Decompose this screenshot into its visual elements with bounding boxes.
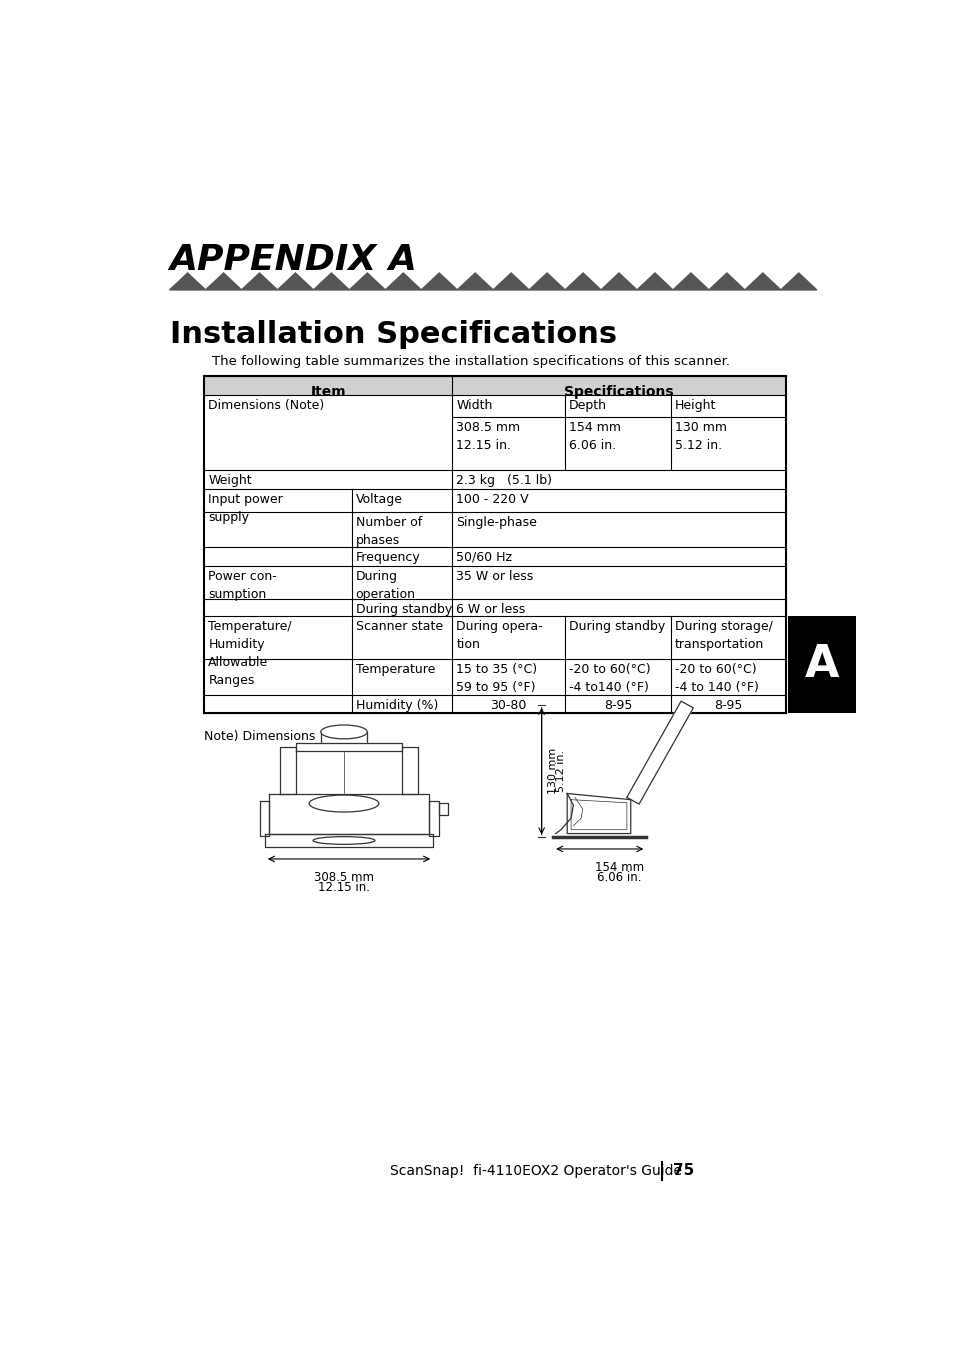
- Text: APPENDIX A: APPENDIX A: [170, 243, 417, 277]
- Text: Specifications: Specifications: [564, 385, 673, 400]
- Text: Input power
supply: Input power supply: [208, 493, 283, 524]
- Text: During
operation: During operation: [355, 570, 416, 601]
- Polygon shape: [277, 273, 314, 290]
- Text: -20 to 60(°C)
-4 to140 (°F): -20 to 60(°C) -4 to140 (°F): [568, 662, 650, 693]
- Polygon shape: [429, 801, 438, 836]
- Polygon shape: [564, 273, 600, 290]
- Polygon shape: [529, 273, 564, 290]
- Text: Number of
phases: Number of phases: [355, 516, 421, 547]
- Polygon shape: [314, 273, 349, 290]
- Text: 154 mm
6.06 in.: 154 mm 6.06 in.: [568, 422, 620, 451]
- Polygon shape: [421, 273, 456, 290]
- Text: Scanner state: Scanner state: [355, 620, 442, 634]
- Text: 12.15 in.: 12.15 in.: [317, 881, 370, 893]
- Polygon shape: [265, 834, 433, 847]
- Text: 35 W or less: 35 W or less: [456, 570, 533, 584]
- Text: 130 mm
5.12 in.: 130 mm 5.12 in.: [674, 422, 726, 451]
- Text: 30-80: 30-80: [490, 698, 526, 712]
- Text: Single-phase: Single-phase: [456, 516, 537, 530]
- Text: 308.5 mm: 308.5 mm: [314, 871, 374, 885]
- Polygon shape: [349, 273, 385, 290]
- Text: During opera-
tion: During opera- tion: [456, 620, 542, 651]
- Text: During standby: During standby: [568, 620, 664, 634]
- Polygon shape: [744, 273, 780, 290]
- Text: 308.5 mm
12.15 in.: 308.5 mm 12.15 in.: [456, 422, 520, 451]
- Text: 50/60 Hz: 50/60 Hz: [456, 551, 512, 563]
- Ellipse shape: [320, 725, 367, 739]
- Polygon shape: [295, 743, 402, 751]
- Text: 8-95: 8-95: [603, 698, 632, 712]
- Text: Temperature: Temperature: [355, 662, 435, 676]
- Polygon shape: [626, 701, 693, 804]
- Text: Height: Height: [674, 400, 716, 412]
- Polygon shape: [269, 793, 429, 834]
- Text: During standby: During standby: [355, 604, 452, 616]
- Text: 2.3 kg   (5.1 lb): 2.3 kg (5.1 lb): [456, 474, 552, 486]
- Bar: [787, 616, 856, 713]
- Polygon shape: [672, 273, 708, 290]
- Text: Power con-
sumption: Power con- sumption: [208, 570, 276, 601]
- Polygon shape: [567, 793, 630, 834]
- Polygon shape: [402, 747, 417, 793]
- Text: A: A: [804, 643, 839, 686]
- Polygon shape: [637, 273, 672, 290]
- Text: During storage/
transportation: During storage/ transportation: [674, 620, 772, 651]
- Text: Frequency: Frequency: [355, 551, 420, 563]
- Text: Note) Dimensions: Note) Dimensions: [204, 731, 315, 743]
- Text: Installation Specifications: Installation Specifications: [170, 320, 616, 349]
- Bar: [204, 376, 785, 396]
- Text: 75: 75: [673, 1163, 694, 1178]
- Text: Item: Item: [311, 385, 346, 400]
- Polygon shape: [205, 273, 241, 290]
- Text: 154 mm: 154 mm: [594, 862, 643, 874]
- Text: The following table summarizes the installation specifications of this scanner.: The following table summarizes the insta…: [212, 354, 729, 367]
- Polygon shape: [241, 273, 277, 290]
- Text: Width: Width: [456, 400, 493, 412]
- Text: ScanSnap!  fi-4110EOX2 Operator's Guide: ScanSnap! fi-4110EOX2 Operator's Guide: [390, 1163, 681, 1178]
- Text: Temperature/
Humidity
Allowable
Ranges: Temperature/ Humidity Allowable Ranges: [208, 620, 292, 688]
- Text: 5.12 in.: 5.12 in.: [555, 750, 565, 792]
- Text: 15 to 35 (°C)
59 to 95 (°F): 15 to 35 (°C) 59 to 95 (°F): [456, 662, 537, 693]
- Text: 6 W or less: 6 W or less: [456, 604, 525, 616]
- Polygon shape: [438, 802, 447, 815]
- Polygon shape: [280, 747, 295, 793]
- Text: 6.06 in.: 6.06 in.: [597, 870, 640, 884]
- Text: Depth: Depth: [568, 400, 606, 412]
- Polygon shape: [385, 273, 421, 290]
- Text: Weight: Weight: [208, 474, 252, 486]
- Text: Voltage: Voltage: [355, 493, 402, 507]
- Text: 8-95: 8-95: [714, 698, 741, 712]
- Polygon shape: [780, 273, 816, 290]
- Polygon shape: [170, 273, 205, 290]
- Polygon shape: [456, 273, 493, 290]
- Text: Dimensions (Note): Dimensions (Note): [208, 400, 324, 412]
- Text: 130 mm: 130 mm: [547, 748, 558, 794]
- Polygon shape: [600, 273, 637, 290]
- Polygon shape: [708, 273, 744, 290]
- Text: Humidity (%): Humidity (%): [355, 698, 437, 712]
- Text: 100 - 220 V: 100 - 220 V: [456, 493, 529, 507]
- Polygon shape: [259, 801, 269, 836]
- Polygon shape: [493, 273, 529, 290]
- Text: -20 to 60(°C)
-4 to 140 (°F): -20 to 60(°C) -4 to 140 (°F): [674, 662, 758, 693]
